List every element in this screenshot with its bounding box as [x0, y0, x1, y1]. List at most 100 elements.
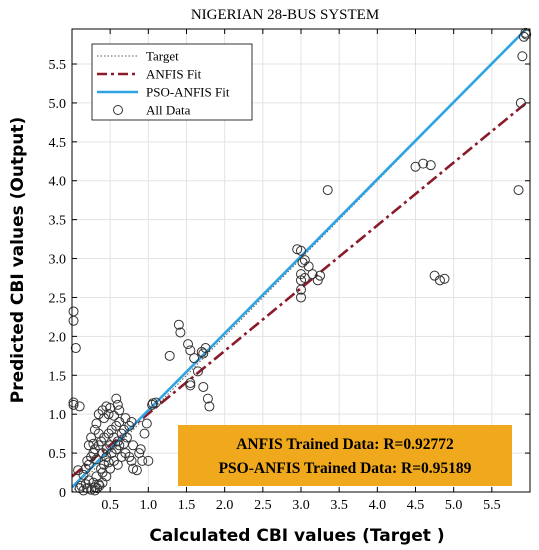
- data-point: [83, 459, 94, 470]
- x-tick-label: 1.0: [140, 498, 158, 513]
- data-point: [92, 483, 103, 494]
- data-point: [322, 185, 333, 196]
- x-tick-label: 4.0: [369, 498, 387, 513]
- x-tick-label: 5.0: [445, 498, 463, 513]
- data-point: [112, 399, 123, 410]
- data-point: [150, 397, 161, 408]
- data-point: [126, 455, 137, 466]
- data-point: [173, 319, 184, 330]
- y-tick-label: 3.5: [49, 214, 67, 229]
- data-point: [88, 438, 99, 449]
- data-point: [296, 269, 306, 280]
- data-point: [185, 345, 196, 356]
- y-tick-label: 1.0: [49, 408, 67, 423]
- data-point: [118, 438, 129, 449]
- data-point: [91, 454, 102, 465]
- data-point: [517, 51, 528, 62]
- anfis-fit-line: [71, 101, 528, 478]
- data-point: [103, 409, 114, 420]
- data-point: [204, 401, 215, 412]
- legend-box: [91, 43, 253, 121]
- legend: Target ANFIS Fit PSO-ANFIS Fit All Data: [91, 43, 253, 121]
- y-axis-label: Predicted CBI values (Output): [8, 117, 28, 404]
- data-point: [315, 270, 326, 281]
- data-point: [439, 273, 450, 284]
- data-point: [135, 444, 146, 455]
- data-point: [108, 410, 119, 421]
- data-point: [185, 380, 196, 391]
- data-point: [312, 275, 323, 286]
- y-tick-label: 0.5: [49, 447, 67, 462]
- legend-label: ANFIS Fit: [146, 67, 202, 82]
- data-point: [101, 451, 112, 462]
- legend-label: Target: [146, 49, 179, 64]
- data-point: [114, 440, 125, 451]
- data-point: [94, 480, 105, 491]
- data-point: [89, 424, 100, 435]
- x-tick-label: 3.0: [292, 498, 310, 513]
- x-tick-label: 3.5: [330, 498, 348, 513]
- data-point: [83, 440, 94, 451]
- x-tick-label: 4.5: [407, 498, 425, 513]
- y-tick-label: 4.0: [49, 175, 67, 190]
- data-point: [121, 432, 132, 443]
- y-tick-label: 3.0: [49, 253, 67, 268]
- data-point: [175, 327, 186, 338]
- data-point: [296, 245, 306, 256]
- data-point: [434, 275, 445, 286]
- data-point: [164, 350, 175, 361]
- y-tick-label: 1.5: [49, 369, 67, 384]
- annotation-line: ANFIS Trained Data: R=0.92772: [236, 436, 454, 453]
- legend-label: All Data: [146, 103, 191, 118]
- data-point: [200, 343, 211, 354]
- data-point: [418, 158, 429, 169]
- data-point: [74, 401, 85, 412]
- data-point: [196, 346, 207, 357]
- data-point: [73, 465, 84, 476]
- data-point: [86, 432, 97, 443]
- data-point: [198, 348, 209, 359]
- y-tick-label: 4.5: [49, 136, 67, 151]
- annotation-box: [178, 425, 512, 486]
- data-point: [513, 185, 524, 196]
- fit-lines: [71, 28, 528, 493]
- chart-title: NIGERIAN 28-BUS SYSTEM: [191, 7, 379, 23]
- x-axis-ticks: 0.5 1.0 1.5 2.0 2.5 3.0 3.5 4.0 4.5 5.0 5.5: [101, 29, 501, 513]
- data-point: [112, 459, 123, 470]
- data-point: [185, 378, 196, 389]
- data-point: [97, 477, 108, 488]
- data-point: [303, 261, 314, 272]
- data-point: [425, 160, 436, 171]
- data-point: [202, 393, 213, 404]
- x-tick-label: 2.5: [254, 498, 272, 513]
- data-point: [139, 428, 150, 439]
- annotation-line: PSO-ANFIS Trained Data: R=0.95189: [219, 460, 472, 477]
- x-tick-label: 1.5: [178, 498, 196, 513]
- data-point: [103, 457, 114, 468]
- data-point: [101, 444, 112, 455]
- data-point: [76, 480, 87, 491]
- data-point: [126, 416, 137, 427]
- data-point: [296, 284, 306, 295]
- y-axis-ticks: 0 0.5 1.0 1.5 2.0 2.5 3.0 3.5 4.0 4.5 5.0 5.5: [49, 58, 530, 501]
- y-tick-label: 5.0: [49, 97, 67, 112]
- x-tick-label: 5.5: [483, 498, 501, 513]
- x-tick-label: 2.0: [216, 498, 234, 513]
- data-point: [521, 29, 532, 40]
- data-point: [141, 418, 152, 429]
- data-point: [198, 381, 209, 392]
- data-point: [93, 409, 104, 420]
- pso-anfis-fit-line: [71, 28, 528, 489]
- x-tick-label: 0.5: [101, 498, 119, 513]
- data-point: [111, 393, 122, 404]
- data-point: [137, 455, 148, 466]
- y-tick-label: 5.5: [49, 58, 67, 73]
- y-tick-label: 2.0: [49, 330, 67, 345]
- data-point: [68, 399, 79, 410]
- y-tick-label: 2.5: [49, 291, 67, 306]
- data-point: [91, 418, 102, 429]
- data-point: [70, 343, 81, 354]
- data-point: [120, 448, 131, 459]
- data-point: [116, 451, 127, 462]
